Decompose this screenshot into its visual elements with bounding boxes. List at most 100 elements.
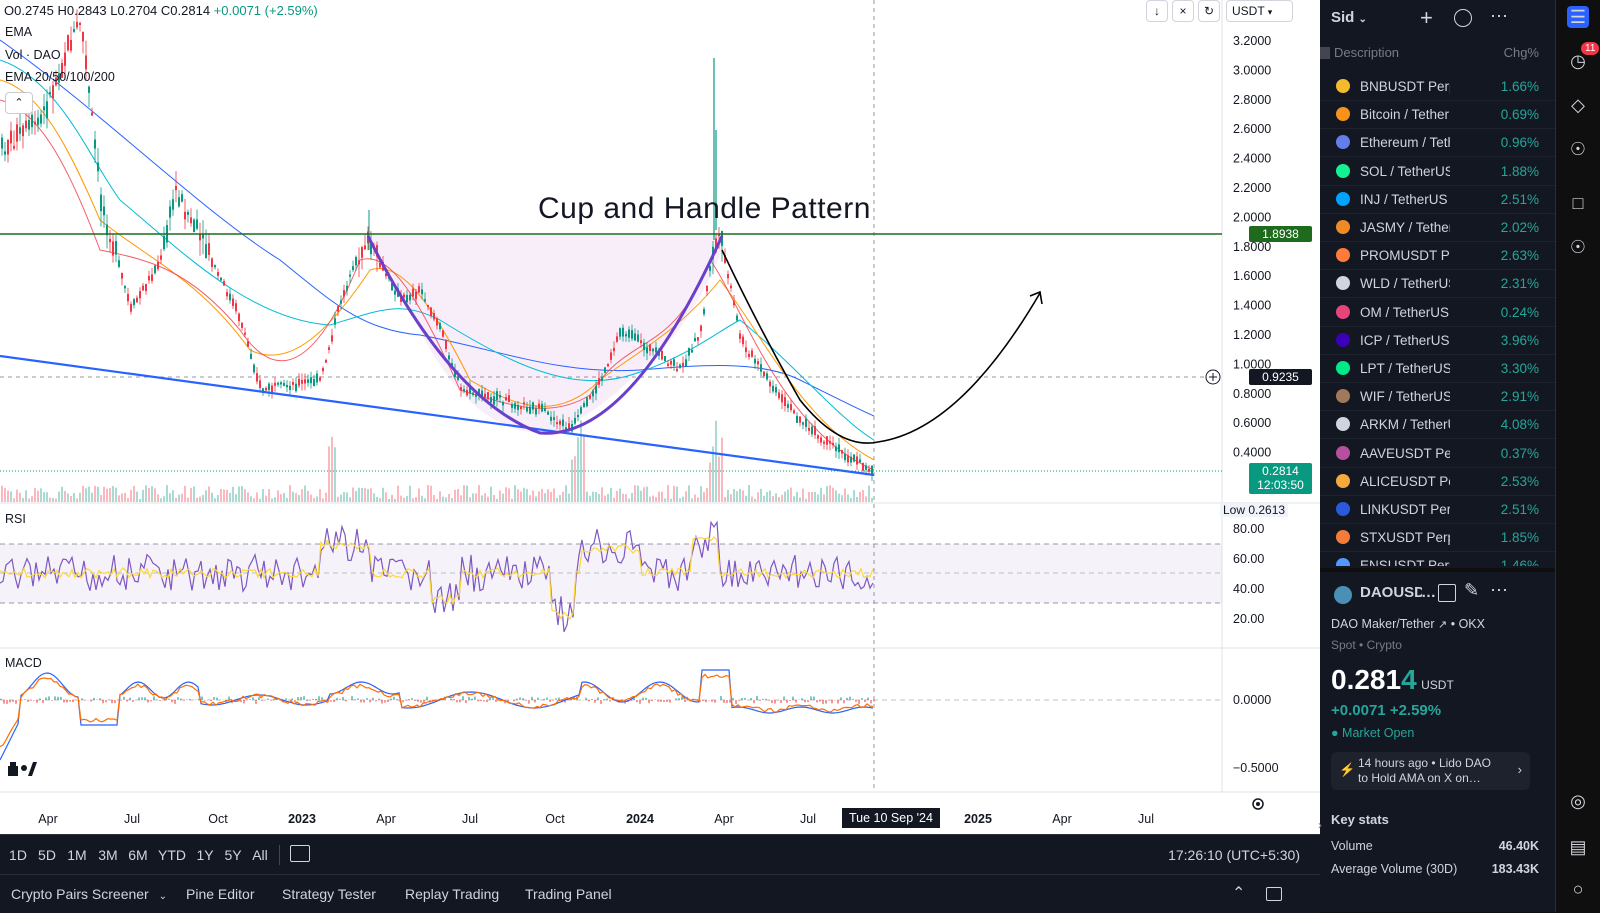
more-options-icon[interactable]: ⋯ xyxy=(1490,6,1509,27)
signals-icon[interactable]: ◎ xyxy=(1567,790,1589,812)
news-card[interactable]: ⚡ 14 hours ago • Lido DAO to Hold AMA on… xyxy=(1331,752,1530,790)
candle-body xyxy=(586,397,588,406)
chart-settings-icon[interactable] xyxy=(1253,799,1263,809)
tab-crypto-pairs-screener[interactable]: Crypto Pairs Screener ⌄ xyxy=(11,886,167,902)
volume-bar xyxy=(256,492,258,502)
tab-pine-editor[interactable]: Pine Editor xyxy=(186,886,254,902)
refresh-icon[interactable]: ↻ xyxy=(1198,0,1220,22)
streams-icon[interactable]: ☉ xyxy=(1567,236,1589,258)
indicator-volume[interactable]: Vol · DAO xyxy=(5,48,61,62)
candle-body xyxy=(238,314,240,321)
download-icon[interactable]: ↓ xyxy=(1146,0,1168,22)
watchlist-row[interactable]: PROMUSDT Perpetual2.63% xyxy=(1320,241,1555,270)
volume-bar xyxy=(793,496,795,502)
compress-icon[interactable]: × xyxy=(1172,0,1194,22)
watchlist-row[interactable]: BNBUSDT Perpetual1.66% xyxy=(1320,72,1555,101)
candle-body xyxy=(517,405,519,410)
volume-bar xyxy=(151,486,153,502)
detail-more-icon[interactable]: ⋯ xyxy=(1490,580,1508,601)
watchlist-row[interactable]: ALICEUSDT Perpetual2.53% xyxy=(1320,467,1555,496)
tab-trading-panel[interactable]: Trading Panel xyxy=(525,886,612,902)
edit-icon[interactable]: ✎ xyxy=(1464,580,1479,601)
tab-strategy-tester[interactable]: Strategy Tester xyxy=(282,886,376,902)
advanced-view-icon[interactable] xyxy=(1454,9,1472,27)
tradingview-logo[interactable] xyxy=(8,762,37,776)
volume-bar xyxy=(301,489,303,502)
macd-histogram-bar xyxy=(795,700,797,703)
collapse-indicators-button[interactable]: ⌃ xyxy=(5,92,33,114)
range-button-1d[interactable]: 1D xyxy=(9,847,27,863)
indicator-ema-multi[interactable]: EMA 20/50/100/200 xyxy=(5,70,115,84)
currency-select[interactable]: USDT ▾ xyxy=(1226,0,1293,22)
range-button-all[interactable]: All xyxy=(252,847,268,863)
volume-bar xyxy=(544,493,546,502)
watchlist-row[interactable]: STXUSDT Perpetual1.85% xyxy=(1320,523,1555,552)
candle-body xyxy=(4,151,6,154)
layers-icon[interactable]: ◇ xyxy=(1567,94,1589,116)
watchlist-row[interactable]: AAVEUSDT Perpetual0.37% xyxy=(1320,439,1555,468)
column-description[interactable]: Description xyxy=(1334,45,1399,60)
add-symbol-icon[interactable]: + xyxy=(1420,5,1433,31)
watchlist-change: 1.66% xyxy=(1501,79,1539,94)
volume-bar xyxy=(478,485,480,502)
candle-body xyxy=(184,212,186,220)
tab-replay-trading[interactable]: Replay Trading xyxy=(405,886,499,902)
goto-date-icon[interactable] xyxy=(290,845,310,862)
calendar-icon[interactable]: ▤ xyxy=(1567,836,1589,858)
macd-histogram-bar xyxy=(459,700,461,702)
collapse-panel-icon[interactable]: › xyxy=(1318,818,1322,832)
watchlist-row[interactable]: ENSUSDT Perpetual1.46% xyxy=(1320,551,1555,566)
watchlist-row[interactable]: LINKUSDT Perpetual2.51% xyxy=(1320,495,1555,524)
volume-bar xyxy=(385,492,387,502)
range-button-3m[interactable]: 3M xyxy=(98,847,117,863)
macd-pane-label[interactable]: MACD xyxy=(5,656,42,670)
range-button-ytd[interactable]: YTD xyxy=(158,847,186,863)
external-link-icon[interactable]: ↗ xyxy=(1438,619,1447,631)
coin-icon xyxy=(1336,389,1350,403)
volume-bar xyxy=(97,487,99,502)
ideas-icon[interactable]: ☉ xyxy=(1567,138,1589,160)
watchlist-name-dropdown[interactable]: Sid ⌄ xyxy=(1331,9,1367,26)
chat-icon[interactable]: □ xyxy=(1567,192,1589,214)
clock-timezone[interactable]: 17:26:10 (UTC+5:30) xyxy=(1168,847,1300,863)
range-button-5y[interactable]: 5Y xyxy=(224,847,241,863)
detail-name[interactable]: DAO Maker/Tether xyxy=(1331,617,1435,631)
grid-view-icon[interactable] xyxy=(1438,584,1456,602)
indicator-ema[interactable]: EMA xyxy=(5,25,32,39)
price-axis[interactable]: 3.20003.00002.80002.60002.40002.20002.00… xyxy=(1233,34,1271,460)
select-all-checkbox[interactable] xyxy=(1320,47,1330,59)
range-button-5d[interactable]: 5D xyxy=(38,847,56,863)
detail-symbol[interactable]: DAOUSDT xyxy=(1360,584,1422,601)
watchlist-icon[interactable]: ☰ xyxy=(1567,6,1589,28)
help-icon[interactable]: ○ xyxy=(1567,878,1589,900)
rsi-pane-label[interactable]: RSI xyxy=(5,512,26,526)
chevron-up-icon[interactable]: ⌃ xyxy=(1232,883,1245,903)
watchlist-row[interactable]: ARKM / TetherUS4.08% xyxy=(1320,410,1555,439)
macd-axis[interactable]: 0.0000−0.5000 xyxy=(1233,693,1279,775)
crosshair-add-icon[interactable] xyxy=(1206,370,1220,384)
column-change-percent[interactable]: Chg% xyxy=(1504,45,1539,60)
range-button-1m[interactable]: 1M xyxy=(67,847,86,863)
maximize-panel-icon[interactable] xyxy=(1266,887,1282,901)
range-button-1y[interactable]: 1Y xyxy=(196,847,213,863)
pattern-annotation-title[interactable]: Cup and Handle Pattern xyxy=(538,192,871,226)
chart-canvas[interactable]: 3.20003.00002.80002.60002.40002.20002.00… xyxy=(0,0,1320,834)
watchlist-change: 2.31% xyxy=(1501,276,1539,291)
volume-bar xyxy=(94,486,96,502)
key-stats-heading[interactable]: Key stats xyxy=(1331,812,1389,827)
candle-body xyxy=(190,217,192,223)
candle-body xyxy=(313,379,315,386)
range-button-6m[interactable]: 6M xyxy=(128,847,147,863)
